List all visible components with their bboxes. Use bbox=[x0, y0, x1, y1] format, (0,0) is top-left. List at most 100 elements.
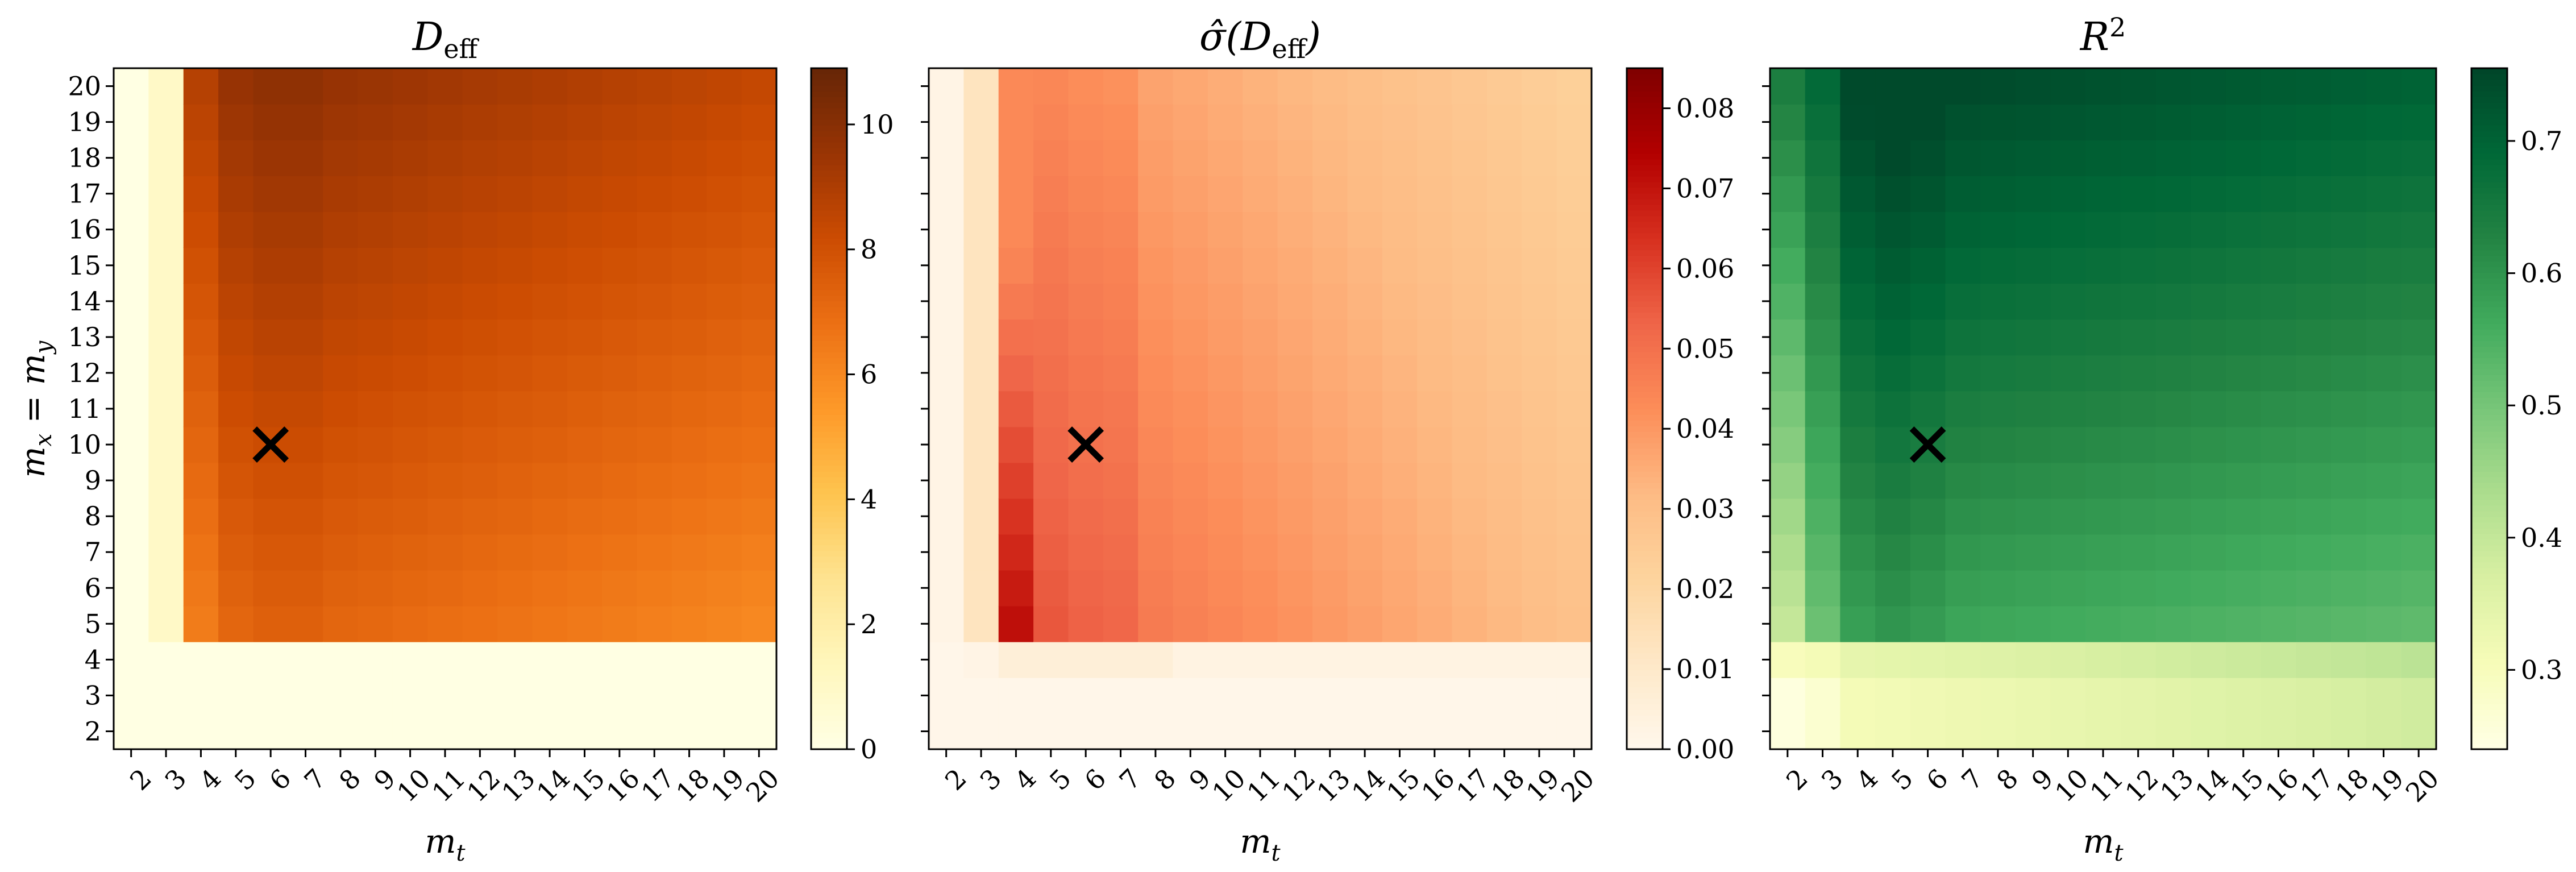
heatmap-cell bbox=[1033, 319, 1069, 356]
colorbar-frame bbox=[810, 67, 848, 750]
heatmap-cell bbox=[567, 211, 603, 248]
heatmap-cell bbox=[1068, 641, 1104, 678]
heatmap-cell bbox=[2155, 355, 2192, 392]
heatmap-cell bbox=[253, 498, 289, 535]
heatmap-cell bbox=[2296, 283, 2332, 320]
heatmap-cell bbox=[637, 140, 672, 176]
heatmap-cell bbox=[2225, 534, 2262, 571]
heatmap-cell bbox=[1382, 391, 1418, 427]
colorbar-segment bbox=[1627, 90, 1663, 97]
x-tick-label: 8 bbox=[1991, 763, 2024, 796]
heatmap-cell bbox=[963, 605, 999, 642]
heatmap-cell bbox=[358, 713, 393, 750]
x-tick-label: 3 bbox=[159, 763, 192, 796]
heatmap-cell bbox=[148, 570, 184, 607]
heatmap-cell bbox=[1556, 68, 1592, 105]
heatmap-cell bbox=[2366, 176, 2402, 213]
heatmap-cell bbox=[707, 319, 742, 356]
heatmap-cell bbox=[1033, 570, 1069, 607]
heatmap-cell bbox=[1556, 534, 1592, 571]
heatmap-cell bbox=[1243, 104, 1278, 140]
heatmap-cell bbox=[1805, 534, 1841, 571]
colorbar-segment bbox=[2471, 267, 2507, 273]
heatmap-cell bbox=[148, 283, 184, 320]
colorbar-segment bbox=[2471, 465, 2507, 472]
heatmap-cell bbox=[218, 426, 254, 463]
colorbar-segment bbox=[1627, 329, 1663, 336]
x-tick-label: 6 bbox=[1078, 763, 1112, 796]
colorbar-segment bbox=[2471, 664, 2507, 671]
heatmap-cell bbox=[1277, 319, 1313, 356]
heatmap-cell bbox=[2225, 570, 2262, 607]
heatmap-cell bbox=[1138, 283, 1174, 320]
heatmap-cell bbox=[1945, 247, 1981, 284]
colorbar-segment bbox=[1627, 567, 1663, 574]
colorbar-segment bbox=[2471, 744, 2507, 750]
heatmap-cell bbox=[1486, 140, 1523, 176]
colorbar-tick-label: 0 bbox=[861, 734, 877, 765]
heatmap-cell bbox=[1522, 498, 1557, 535]
heatmap-cell bbox=[2225, 355, 2262, 392]
heatmap-cell bbox=[462, 283, 498, 320]
colorbar-segment bbox=[2471, 272, 2507, 279]
colorbar-segment bbox=[811, 250, 847, 256]
heatmap-cell bbox=[707, 355, 742, 392]
heatmap-cell bbox=[1207, 319, 1244, 356]
heatmap-cell bbox=[1243, 391, 1278, 427]
heatmap-cell bbox=[1347, 68, 1383, 105]
heatmap-cell bbox=[1312, 462, 1348, 499]
heatmap-cell bbox=[1103, 426, 1139, 463]
colorbar-segment bbox=[2471, 607, 2507, 614]
heatmap-cell bbox=[2296, 104, 2332, 140]
heatmap-cell bbox=[1945, 391, 1981, 427]
heatmap-cell bbox=[1243, 570, 1278, 607]
colorbar-segment bbox=[811, 187, 847, 194]
colorbar-segment bbox=[811, 312, 847, 319]
heatmap-cell bbox=[1347, 713, 1383, 750]
heatmap-cell bbox=[2296, 355, 2332, 392]
heatmap-cell bbox=[288, 319, 324, 356]
heatmap-cell bbox=[218, 498, 254, 535]
heatmap-cell bbox=[2050, 570, 2086, 607]
heatmap-cell bbox=[671, 570, 708, 607]
colorbar-segment bbox=[2471, 250, 2507, 256]
heatmap-cell bbox=[358, 570, 393, 607]
heatmap-cell bbox=[998, 462, 1034, 499]
heatmap-cell bbox=[1452, 355, 1488, 392]
heatmap-cell bbox=[218, 462, 254, 499]
heatmap-cell bbox=[1452, 677, 1488, 714]
heatmap-cell bbox=[183, 176, 219, 213]
heatmap-cell bbox=[1138, 713, 1174, 750]
colorbar-segment bbox=[2471, 210, 2507, 217]
colorbar-segment bbox=[2471, 641, 2507, 648]
colorbar-segment bbox=[1627, 425, 1663, 432]
heatmap-cell bbox=[358, 498, 393, 535]
heatmap-cell bbox=[2015, 140, 2051, 176]
heatmap-cell bbox=[183, 355, 219, 392]
heatmap-cell bbox=[1452, 498, 1488, 535]
colorbar-segment bbox=[1627, 289, 1663, 296]
heatmap-cell bbox=[2085, 570, 2121, 607]
heatmap-cell bbox=[114, 104, 149, 140]
colorbar-segment bbox=[1627, 278, 1663, 285]
heatmap-cell bbox=[2191, 713, 2226, 750]
heatmap-cell bbox=[1173, 391, 1208, 427]
heatmap-cell bbox=[1910, 176, 1946, 213]
colorbar-segment bbox=[2471, 159, 2507, 165]
x-tick-label: 2 bbox=[124, 763, 157, 796]
heatmap-cell bbox=[253, 355, 289, 392]
colorbar-segment bbox=[1627, 153, 1663, 160]
heatmap-cell bbox=[183, 211, 219, 248]
heatmap-cell bbox=[1875, 426, 1911, 463]
colorbar-segment bbox=[811, 306, 847, 313]
colorbar-segment bbox=[2471, 670, 2507, 676]
heatmap-cell bbox=[1207, 140, 1244, 176]
heatmap-cell bbox=[1875, 283, 1911, 320]
heatmap-cell bbox=[998, 211, 1034, 248]
heatmap-cell bbox=[1522, 534, 1557, 571]
colorbar-segment bbox=[2471, 624, 2507, 631]
heatmap-cell bbox=[1417, 570, 1453, 607]
heatmap-cell bbox=[2225, 391, 2262, 427]
heatmap-cell bbox=[148, 247, 184, 284]
colorbar-segment bbox=[2471, 653, 2507, 659]
